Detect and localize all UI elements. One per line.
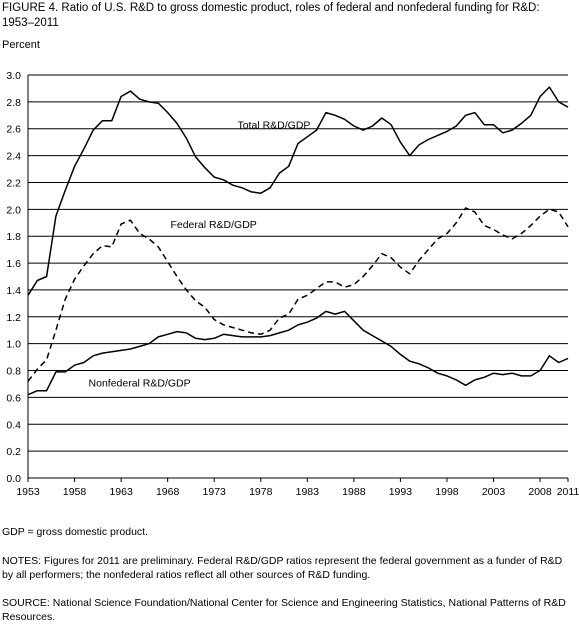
x-tick-label: 1958	[63, 486, 87, 498]
y-tick-label: 2.0	[6, 204, 21, 216]
y-tick-label: 1.8	[6, 231, 21, 243]
y-axis-label: Percent	[2, 39, 40, 51]
x-tick-labels: 1953 1958 1963 1968 1973 1978 1983 1988 1993 1998…	[16, 486, 579, 498]
y-tick-label: 1.4	[6, 285, 21, 297]
gridlines	[28, 74, 568, 479]
series-labels: Total R&D/GDP Federal R&D/GDP Nonfederal R…	[89, 120, 311, 390]
x-tick-label: 2008	[528, 486, 552, 498]
series-label: Total R&D/GDP	[237, 120, 310, 132]
line-chart: 0.0 0.2 0.4 0.6 0.8 1.0 1.2 1.4 1.6 1.8 2.0 2.2 2.4 2…	[6, 70, 579, 498]
x-tick-label: 1968	[156, 486, 180, 498]
y-tick-label: 0.6	[6, 392, 21, 404]
x-tick-label: 1973	[203, 486, 227, 498]
y-tick-label: 0.4	[6, 419, 21, 431]
x-tick-label: 2011	[557, 486, 579, 498]
series-label: Federal R&D/GDP	[170, 219, 256, 231]
y-tick-label: 2.8	[6, 97, 21, 109]
source-note: SOURCE: National Science Foundation/Nati…	[2, 597, 566, 623]
figure-title: FIGURE 4. Ratio of U.S. R&D to gross dom…	[2, 2, 540, 29]
y-tick-label: 2.2	[6, 177, 21, 189]
series-label: Nonfederal R&D/GDP	[89, 378, 191, 390]
gdp-note: GDP = gross domestic product.	[2, 526, 148, 538]
y-tick-label: 2.6	[6, 124, 21, 136]
x-tick-label: 1963	[109, 486, 133, 498]
y-tick-label: 0.2	[6, 446, 21, 458]
x-tick-label: 1998	[435, 486, 459, 498]
series-lines	[27, 86, 569, 396]
x-tick-label: 1988	[342, 486, 366, 498]
series-line-federal-r-d-gdp	[27, 207, 569, 382]
x-tick-label: 1993	[389, 486, 413, 498]
series-line-total-r-d-gdp	[27, 86, 569, 296]
series-line-nonfederal-r-d-gdp	[27, 310, 569, 396]
y-tick-label: 1.0	[6, 339, 21, 351]
y-tick-label: 0.0	[6, 473, 21, 485]
axes	[27, 75, 569, 482]
x-tick-label: 1953	[16, 486, 40, 498]
x-tick-label: 1978	[249, 486, 273, 498]
y-tick-label: 1.2	[6, 312, 21, 324]
y-tick-labels: 0.0 0.2 0.4 0.6 0.8 1.0 1.2 1.4 1.6 1.8 2.0 2.2 2.4 2…	[6, 70, 21, 485]
y-tick-label: 3.0	[6, 70, 21, 82]
x-tick-label: 1983	[296, 486, 320, 498]
y-tick-label: 2.4	[6, 151, 21, 163]
notes: NOTES: Figures for 2011 are preliminary.…	[2, 555, 563, 581]
x-tick-label: 2003	[482, 486, 506, 498]
y-tick-label: 1.6	[6, 258, 21, 270]
y-tick-label: 0.8	[6, 366, 21, 378]
